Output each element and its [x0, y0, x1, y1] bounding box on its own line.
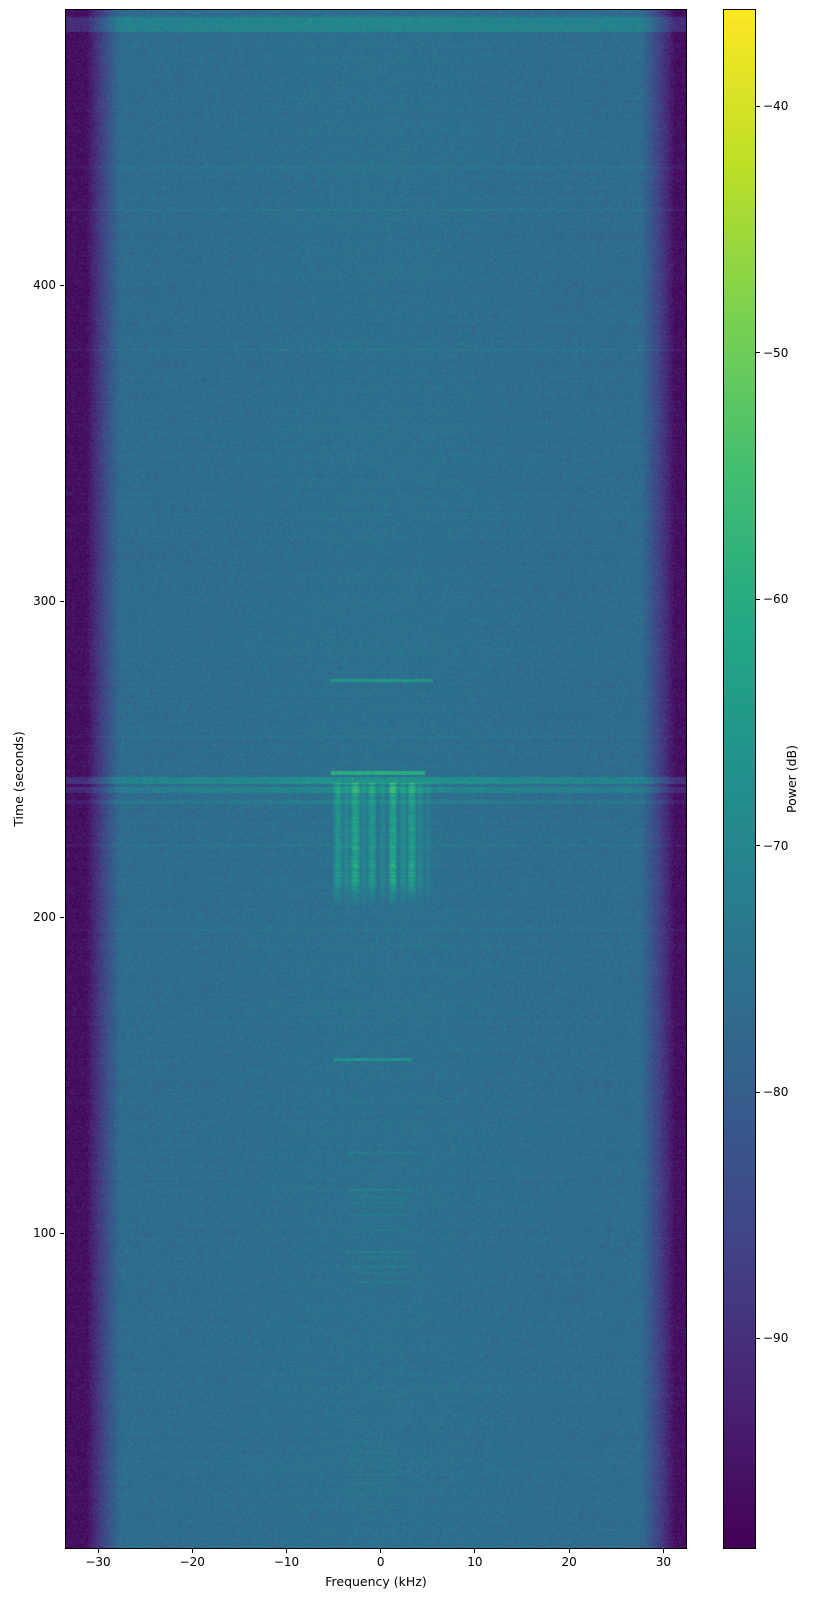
colorbar-tick-mark	[756, 352, 760, 354]
colorbar	[723, 9, 756, 1549]
x-tick-label: −30	[85, 1555, 111, 1569]
y-tick-mark	[60, 600, 64, 602]
plot-area	[65, 9, 687, 1549]
y-tick-mark	[60, 284, 64, 286]
x-tick-mark	[474, 1549, 476, 1553]
x-tick-label: 10	[467, 1555, 483, 1569]
colorbar-tick-mark	[756, 105, 760, 107]
y-tick-label: 400	[33, 278, 56, 293]
colorbar-tick-mark	[756, 1091, 760, 1093]
x-tick-label: 30	[655, 1555, 672, 1569]
spectrogram-heatmap	[66, 10, 686, 1548]
y-tick-mark	[60, 1232, 64, 1234]
y-tick-label: 200	[33, 910, 56, 925]
x-tick-mark	[380, 1549, 382, 1553]
colorbar-tick-label: −90	[763, 1331, 789, 1346]
colorbar-gradient	[724, 10, 755, 1548]
y-tick-mark	[60, 916, 64, 918]
x-tick-mark	[97, 1549, 99, 1553]
colorbar-label: Power (dB)	[783, 744, 799, 814]
x-tick-label: 0	[376, 1555, 385, 1569]
colorbar-tick-label: −40	[763, 99, 789, 114]
colorbar-tick-label: −60	[763, 592, 789, 607]
x-tick-mark	[191, 1549, 193, 1553]
colorbar-tick-mark	[756, 845, 760, 847]
x-tick-label: −20	[179, 1555, 205, 1569]
y-axis-label: Time (seconds)	[10, 731, 26, 827]
x-tick-label: 20	[561, 1555, 577, 1569]
x-tick-label: −10	[273, 1555, 300, 1569]
colorbar-tick-mark	[756, 1337, 760, 1339]
x-tick-mark	[568, 1549, 570, 1553]
colorbar-tick-label: −70	[763, 838, 789, 853]
x-tick-mark	[285, 1549, 287, 1553]
colorbar-tick-mark	[756, 598, 760, 600]
x-tick-mark	[662, 1549, 664, 1553]
y-tick-label: 300	[33, 594, 56, 609]
x-axis-label: Frequency (kHz)	[325, 1574, 427, 1589]
y-tick-label: 100	[33, 1226, 56, 1241]
colorbar-tick-label: −80	[763, 1085, 789, 1100]
colorbar-tick-label: −50	[763, 345, 789, 360]
